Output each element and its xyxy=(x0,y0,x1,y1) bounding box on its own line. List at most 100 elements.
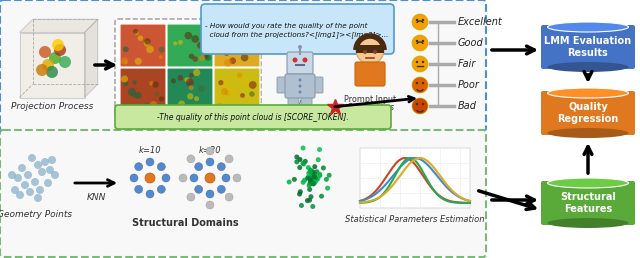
Circle shape xyxy=(146,158,154,166)
Text: Prompt Input: Prompt Input xyxy=(344,95,396,104)
Circle shape xyxy=(321,165,326,171)
Circle shape xyxy=(193,56,198,62)
Circle shape xyxy=(173,41,177,45)
Circle shape xyxy=(179,174,187,182)
Circle shape xyxy=(123,81,128,86)
Circle shape xyxy=(307,183,312,188)
FancyBboxPatch shape xyxy=(301,95,312,111)
Circle shape xyxy=(302,178,307,183)
Circle shape xyxy=(237,73,243,78)
Circle shape xyxy=(28,154,36,162)
Circle shape xyxy=(194,96,199,101)
Circle shape xyxy=(195,185,203,193)
Circle shape xyxy=(309,178,314,183)
Circle shape xyxy=(422,103,424,105)
Circle shape xyxy=(314,178,319,183)
Text: LMM: LMM xyxy=(290,100,310,109)
FancyBboxPatch shape xyxy=(360,148,470,208)
Circle shape xyxy=(205,55,211,61)
Circle shape xyxy=(305,198,310,203)
Circle shape xyxy=(308,181,312,186)
Circle shape xyxy=(310,181,315,186)
Circle shape xyxy=(313,180,317,185)
Circle shape xyxy=(223,31,230,37)
Circle shape xyxy=(412,98,428,114)
Text: Poor: Poor xyxy=(458,80,480,90)
Circle shape xyxy=(422,19,424,21)
Polygon shape xyxy=(19,33,84,98)
Circle shape xyxy=(287,180,292,184)
Circle shape xyxy=(325,186,330,191)
Circle shape xyxy=(312,164,317,169)
Circle shape xyxy=(308,168,314,173)
Circle shape xyxy=(38,168,46,176)
Text: Structural Domains: Structural Domains xyxy=(132,218,238,228)
Circle shape xyxy=(159,55,163,59)
Circle shape xyxy=(199,55,205,61)
Circle shape xyxy=(179,104,183,108)
Circle shape xyxy=(317,173,323,178)
Circle shape xyxy=(309,176,314,181)
Text: Bad: Bad xyxy=(458,101,477,111)
Circle shape xyxy=(220,49,225,54)
Circle shape xyxy=(227,42,233,48)
Circle shape xyxy=(124,60,128,64)
Circle shape xyxy=(317,147,322,152)
FancyBboxPatch shape xyxy=(201,4,394,54)
FancyBboxPatch shape xyxy=(541,91,635,135)
Circle shape xyxy=(36,64,48,76)
FancyBboxPatch shape xyxy=(355,62,385,86)
Circle shape xyxy=(222,174,230,182)
Circle shape xyxy=(310,174,316,180)
Circle shape xyxy=(189,73,194,77)
Circle shape xyxy=(412,56,428,72)
Circle shape xyxy=(227,87,234,95)
Circle shape xyxy=(310,204,316,209)
Circle shape xyxy=(145,173,155,183)
Circle shape xyxy=(243,32,250,39)
Circle shape xyxy=(198,85,205,92)
Circle shape xyxy=(11,186,19,194)
Circle shape xyxy=(314,169,319,174)
Circle shape xyxy=(14,174,22,182)
Circle shape xyxy=(412,35,428,51)
Circle shape xyxy=(206,201,214,209)
Circle shape xyxy=(313,175,318,181)
Circle shape xyxy=(316,176,321,181)
Circle shape xyxy=(16,191,24,199)
Circle shape xyxy=(8,171,16,179)
FancyBboxPatch shape xyxy=(288,95,299,111)
Circle shape xyxy=(54,44,66,56)
Ellipse shape xyxy=(547,128,628,138)
Circle shape xyxy=(191,35,199,43)
Circle shape xyxy=(46,66,58,78)
Circle shape xyxy=(26,188,34,196)
Circle shape xyxy=(39,46,51,58)
Ellipse shape xyxy=(547,88,628,98)
FancyBboxPatch shape xyxy=(277,77,288,93)
Circle shape xyxy=(246,49,250,53)
Circle shape xyxy=(312,173,317,178)
Circle shape xyxy=(171,78,176,83)
Circle shape xyxy=(301,162,307,166)
Circle shape xyxy=(244,47,252,54)
Circle shape xyxy=(250,47,255,53)
Circle shape xyxy=(303,159,308,164)
Circle shape xyxy=(311,181,316,186)
Circle shape xyxy=(150,101,157,109)
Circle shape xyxy=(42,59,54,71)
Circle shape xyxy=(134,185,143,193)
Ellipse shape xyxy=(547,62,628,72)
Ellipse shape xyxy=(547,178,628,188)
Circle shape xyxy=(121,75,128,83)
Circle shape xyxy=(187,93,193,100)
Ellipse shape xyxy=(547,22,628,32)
Circle shape xyxy=(308,173,313,178)
Circle shape xyxy=(233,174,241,182)
Circle shape xyxy=(44,179,52,187)
Circle shape xyxy=(225,90,230,95)
Circle shape xyxy=(298,45,302,49)
Circle shape xyxy=(298,189,303,194)
Circle shape xyxy=(152,81,159,88)
Circle shape xyxy=(307,176,312,182)
